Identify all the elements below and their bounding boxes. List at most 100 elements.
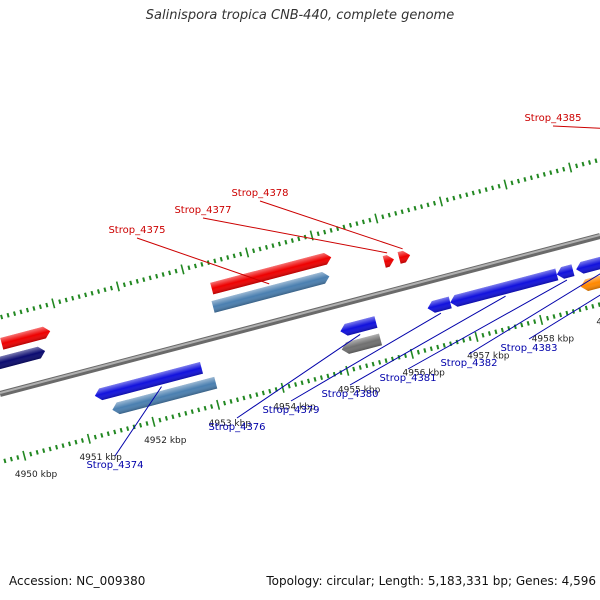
gene-label[interactable]: Strop_4380 <box>321 389 378 400</box>
minor-tick <box>71 295 75 301</box>
minor-tick <box>552 314 556 319</box>
minor-tick <box>139 422 143 428</box>
minor-tick <box>458 194 462 199</box>
minor-tick <box>271 243 275 249</box>
gene-label[interactable]: Strop_4376 <box>208 422 265 433</box>
label-leader-line <box>468 273 600 355</box>
minor-tick <box>588 160 592 165</box>
minor-tick <box>584 305 588 311</box>
minor-tick <box>248 393 252 399</box>
minor-tick <box>523 177 527 182</box>
minor-tick <box>481 332 485 338</box>
minor-tick <box>232 253 236 259</box>
gene-label[interactable]: Strop_4381 <box>379 373 436 384</box>
gene-arrow <box>340 316 378 336</box>
minor-tick <box>135 278 139 284</box>
gene-arrow <box>556 264 575 279</box>
minor-tick <box>290 238 294 243</box>
minor-tick <box>403 353 407 358</box>
minor-tick <box>526 320 530 326</box>
label-leader-line <box>136 237 270 285</box>
minor-tick <box>562 166 566 172</box>
minor-tick <box>432 200 437 206</box>
minor-tick <box>6 312 10 318</box>
label-leader-line <box>290 312 442 402</box>
minor-tick <box>77 294 81 299</box>
label-leader-line <box>202 217 388 254</box>
minor-tick <box>239 251 243 257</box>
major-tick <box>539 314 544 325</box>
minor-tick <box>387 212 391 218</box>
minor-tick <box>261 390 265 396</box>
gene-arrow <box>580 266 600 292</box>
gene-label[interactable]: Strop_4374 <box>86 460 143 471</box>
minor-tick <box>184 410 188 416</box>
minor-tick <box>361 219 365 225</box>
minor-tick <box>462 337 466 343</box>
minor-tick <box>491 185 495 191</box>
tick-label: 4950 kbp <box>15 470 58 480</box>
minor-tick <box>468 336 472 341</box>
minor-tick <box>284 239 288 245</box>
minor-tick <box>558 312 563 318</box>
gene-label[interactable]: Strop_4379 <box>262 405 319 416</box>
tick-label: 4957 kbp <box>467 351 510 361</box>
minor-tick <box>500 327 504 333</box>
minor-tick <box>594 158 598 164</box>
minor-tick <box>484 187 488 193</box>
label-leader-line <box>236 333 361 419</box>
minor-tick <box>255 392 259 398</box>
minor-tick <box>122 282 126 288</box>
gene-arrow <box>0 326 51 350</box>
minor-tick <box>171 414 175 420</box>
minor-tick <box>442 343 446 348</box>
minor-tick <box>129 280 133 286</box>
gene-label[interactable]: Strop_4385 <box>524 113 581 124</box>
minor-tick <box>29 451 33 457</box>
minor-tick <box>294 382 298 387</box>
major-tick <box>438 196 443 207</box>
gene-label[interactable]: Strop_4377 <box>174 205 231 216</box>
minor-tick <box>9 456 13 462</box>
minor-tick <box>55 444 59 450</box>
gene-arrow <box>341 333 383 354</box>
major-tick <box>216 399 221 410</box>
gene-label[interactable]: Strop_4382 <box>440 358 497 369</box>
minor-tick <box>16 455 20 460</box>
minor-tick <box>67 441 72 447</box>
minor-tick <box>80 438 84 443</box>
genome-title: Salinispora tropica CNB-440, complete ge… <box>145 8 455 23</box>
minor-tick <box>384 358 388 364</box>
gene-label[interactable]: Strop_4375 <box>108 225 165 236</box>
minor-tick <box>193 263 197 269</box>
minor-tick <box>210 404 214 409</box>
minor-tick <box>342 224 346 230</box>
major-tick <box>86 433 91 444</box>
minor-tick <box>103 287 107 293</box>
minor-tick <box>471 190 475 196</box>
major-tick <box>180 264 185 275</box>
minor-tick <box>32 306 36 311</box>
minor-tick <box>426 202 430 208</box>
minor-tick <box>316 231 320 237</box>
minor-tick <box>465 192 469 198</box>
minor-tick <box>164 416 168 421</box>
minor-tick <box>113 429 117 435</box>
gene-labels: Strop_4374 Strop_4375 Strop_4376 Strop_4377… <box>86 113 600 471</box>
minor-tick <box>355 221 359 226</box>
major-tick <box>474 331 479 342</box>
gene-arrow <box>576 248 600 274</box>
label-leader-line <box>349 295 506 386</box>
label-leader-line <box>528 294 600 340</box>
minor-tick <box>158 417 162 423</box>
minor-tick <box>200 261 204 267</box>
gene-label[interactable]: Strop_4383 <box>500 343 557 354</box>
gene-arrow <box>382 255 394 268</box>
minor-tick <box>329 227 333 233</box>
minor-tick <box>109 285 113 291</box>
minor-tick <box>452 195 456 201</box>
minor-tick <box>187 265 191 271</box>
minor-tick <box>252 248 256 254</box>
gene-label[interactable]: Strop_4378 <box>231 188 288 199</box>
